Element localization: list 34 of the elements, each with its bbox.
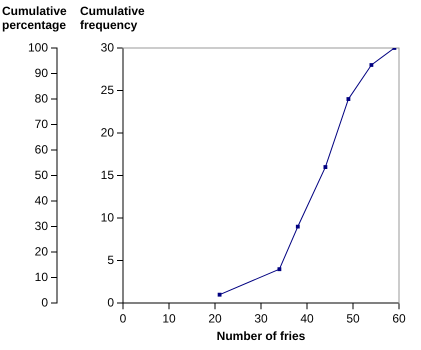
y-tick-label: 15 bbox=[100, 168, 114, 182]
y2-tick-label: 40 bbox=[34, 193, 48, 208]
y2-tick-label: 30 bbox=[34, 218, 48, 233]
point bbox=[218, 292, 222, 297]
x-tick-label: 30 bbox=[254, 312, 268, 326]
point bbox=[296, 224, 300, 229]
x-tick-label: 10 bbox=[162, 312, 176, 326]
y2-tick-label: 100 bbox=[28, 40, 48, 54]
y2-tick-label: 0 bbox=[41, 296, 48, 310]
y-tick-label: 25 bbox=[100, 82, 114, 97]
point bbox=[369, 63, 374, 67]
x-tick-label: 50 bbox=[346, 312, 360, 326]
point bbox=[277, 267, 282, 272]
y2-tick-label: 20 bbox=[34, 244, 48, 258]
point bbox=[323, 165, 328, 170]
y-tick-label: 5 bbox=[107, 252, 114, 267]
y2-tick-label: 70 bbox=[34, 116, 48, 131]
x-tick-label: 20 bbox=[208, 312, 222, 326]
x-tick-label: 40 bbox=[300, 312, 314, 326]
y-tick-label: 10 bbox=[100, 210, 114, 224]
y-tick-label: 30 bbox=[100, 40, 114, 54]
y2-tick-label: 90 bbox=[34, 66, 48, 80]
x-axis-title: Number of fries bbox=[216, 329, 306, 344]
y2-tick-label: 60 bbox=[34, 142, 48, 156]
x-tick-label: 0 bbox=[120, 312, 127, 326]
y2-tick-label: 10 bbox=[34, 270, 48, 284]
y2-axis-title: Cumulative percentage bbox=[2, 4, 68, 32]
y-tick-label: 0 bbox=[107, 296, 114, 310]
x-tick-label: 60 bbox=[392, 312, 406, 326]
y2-tick-label: 50 bbox=[34, 168, 48, 182]
y-axis-title: Cumulative frequency bbox=[80, 4, 146, 32]
y-tick-label: 20 bbox=[100, 125, 114, 140]
point bbox=[346, 97, 350, 101]
y2-tick-label: 80 bbox=[34, 91, 48, 106]
